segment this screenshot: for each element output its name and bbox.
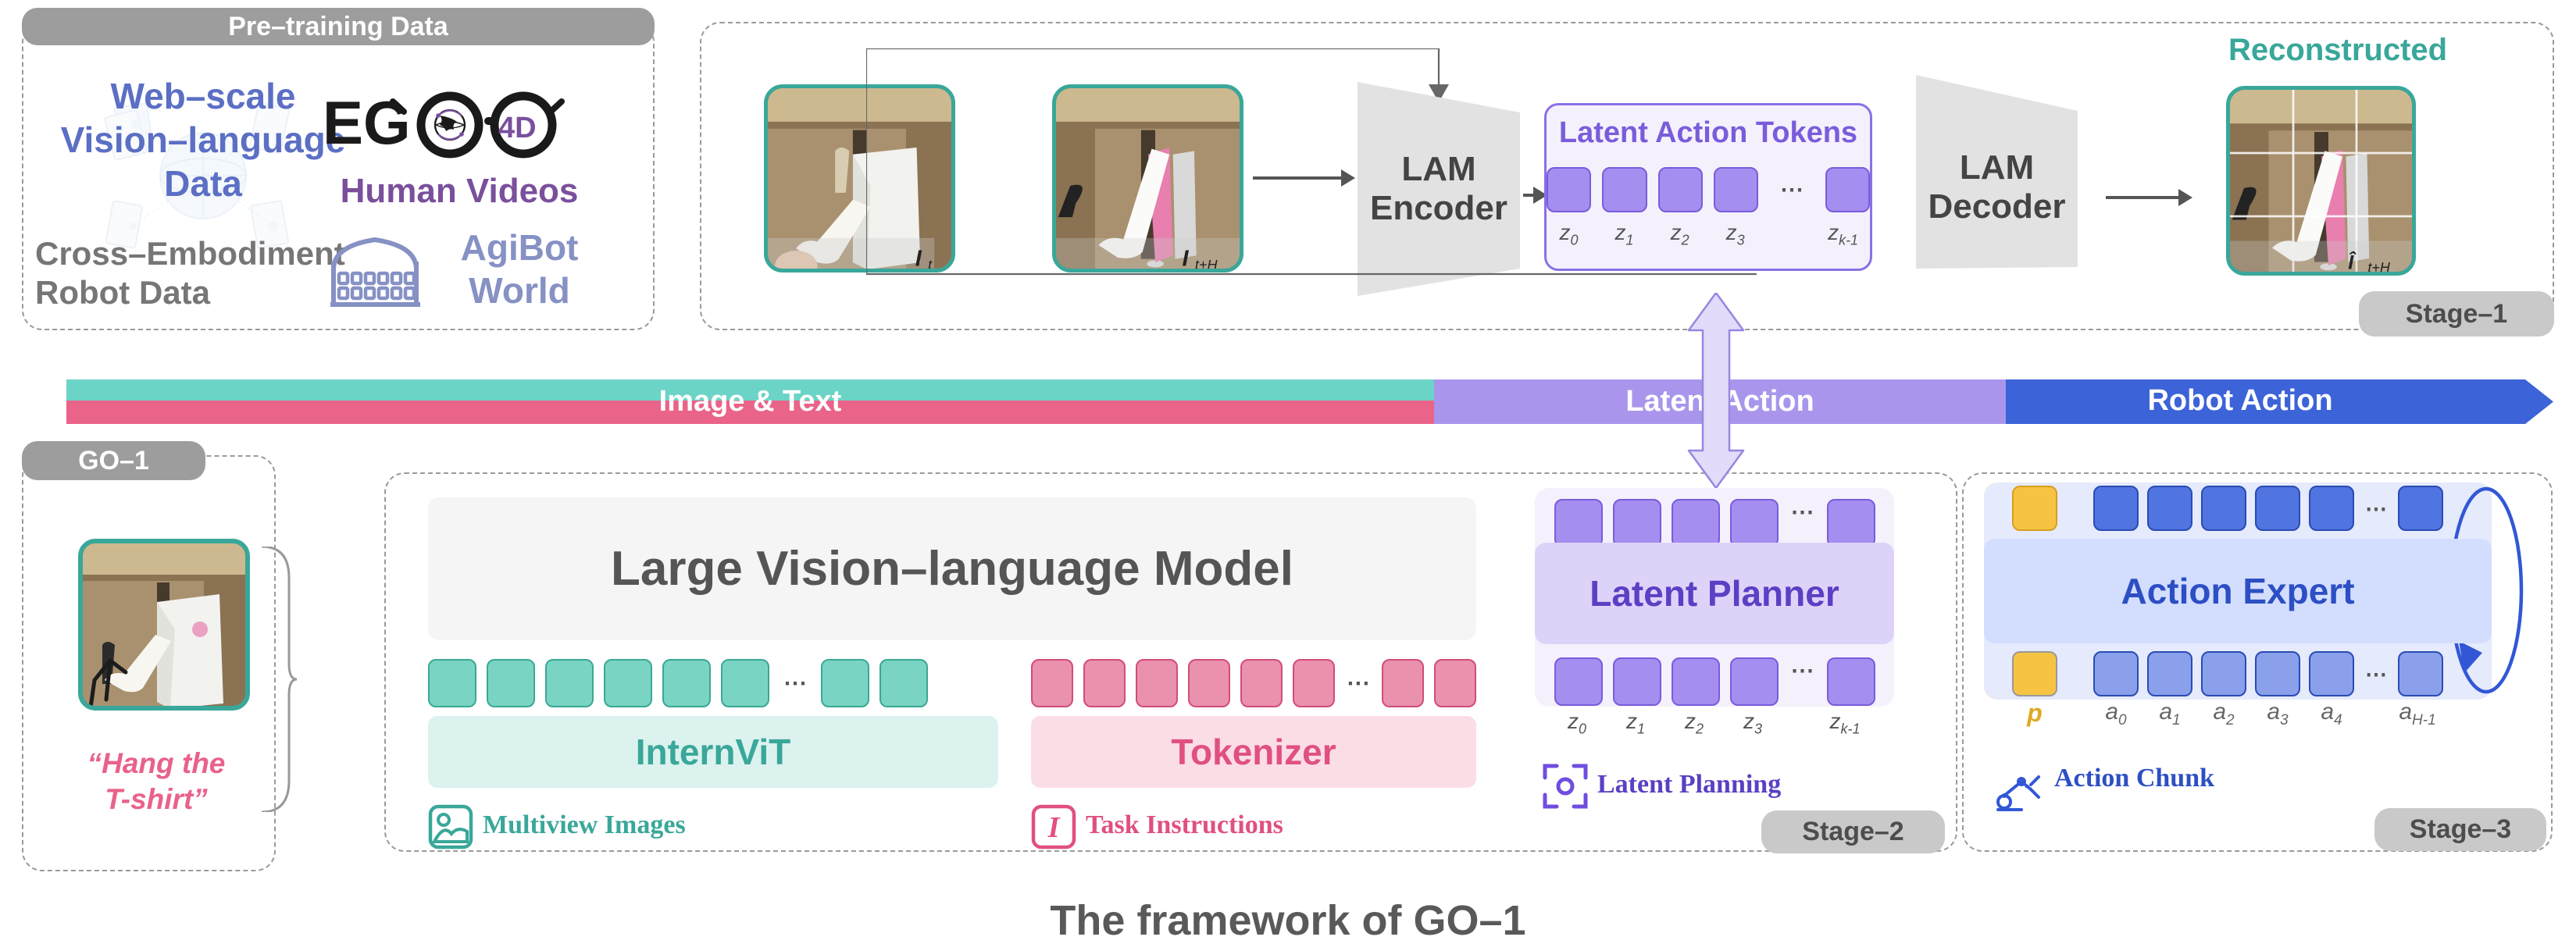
svg-text:t+H: t+H: [2367, 260, 2391, 276]
svg-text:G: G: [363, 88, 411, 157]
svg-text:I: I: [1183, 247, 1190, 272]
svg-text:I: I: [915, 247, 922, 272]
svg-text:E: E: [323, 88, 363, 157]
svg-text:4D: 4D: [498, 112, 537, 144]
svg-text:I: I: [1047, 811, 1061, 844]
svg-text:t+H: t+H: [1195, 257, 1218, 272]
svg-text:Robot Action: Robot Action: [2147, 384, 2332, 417]
